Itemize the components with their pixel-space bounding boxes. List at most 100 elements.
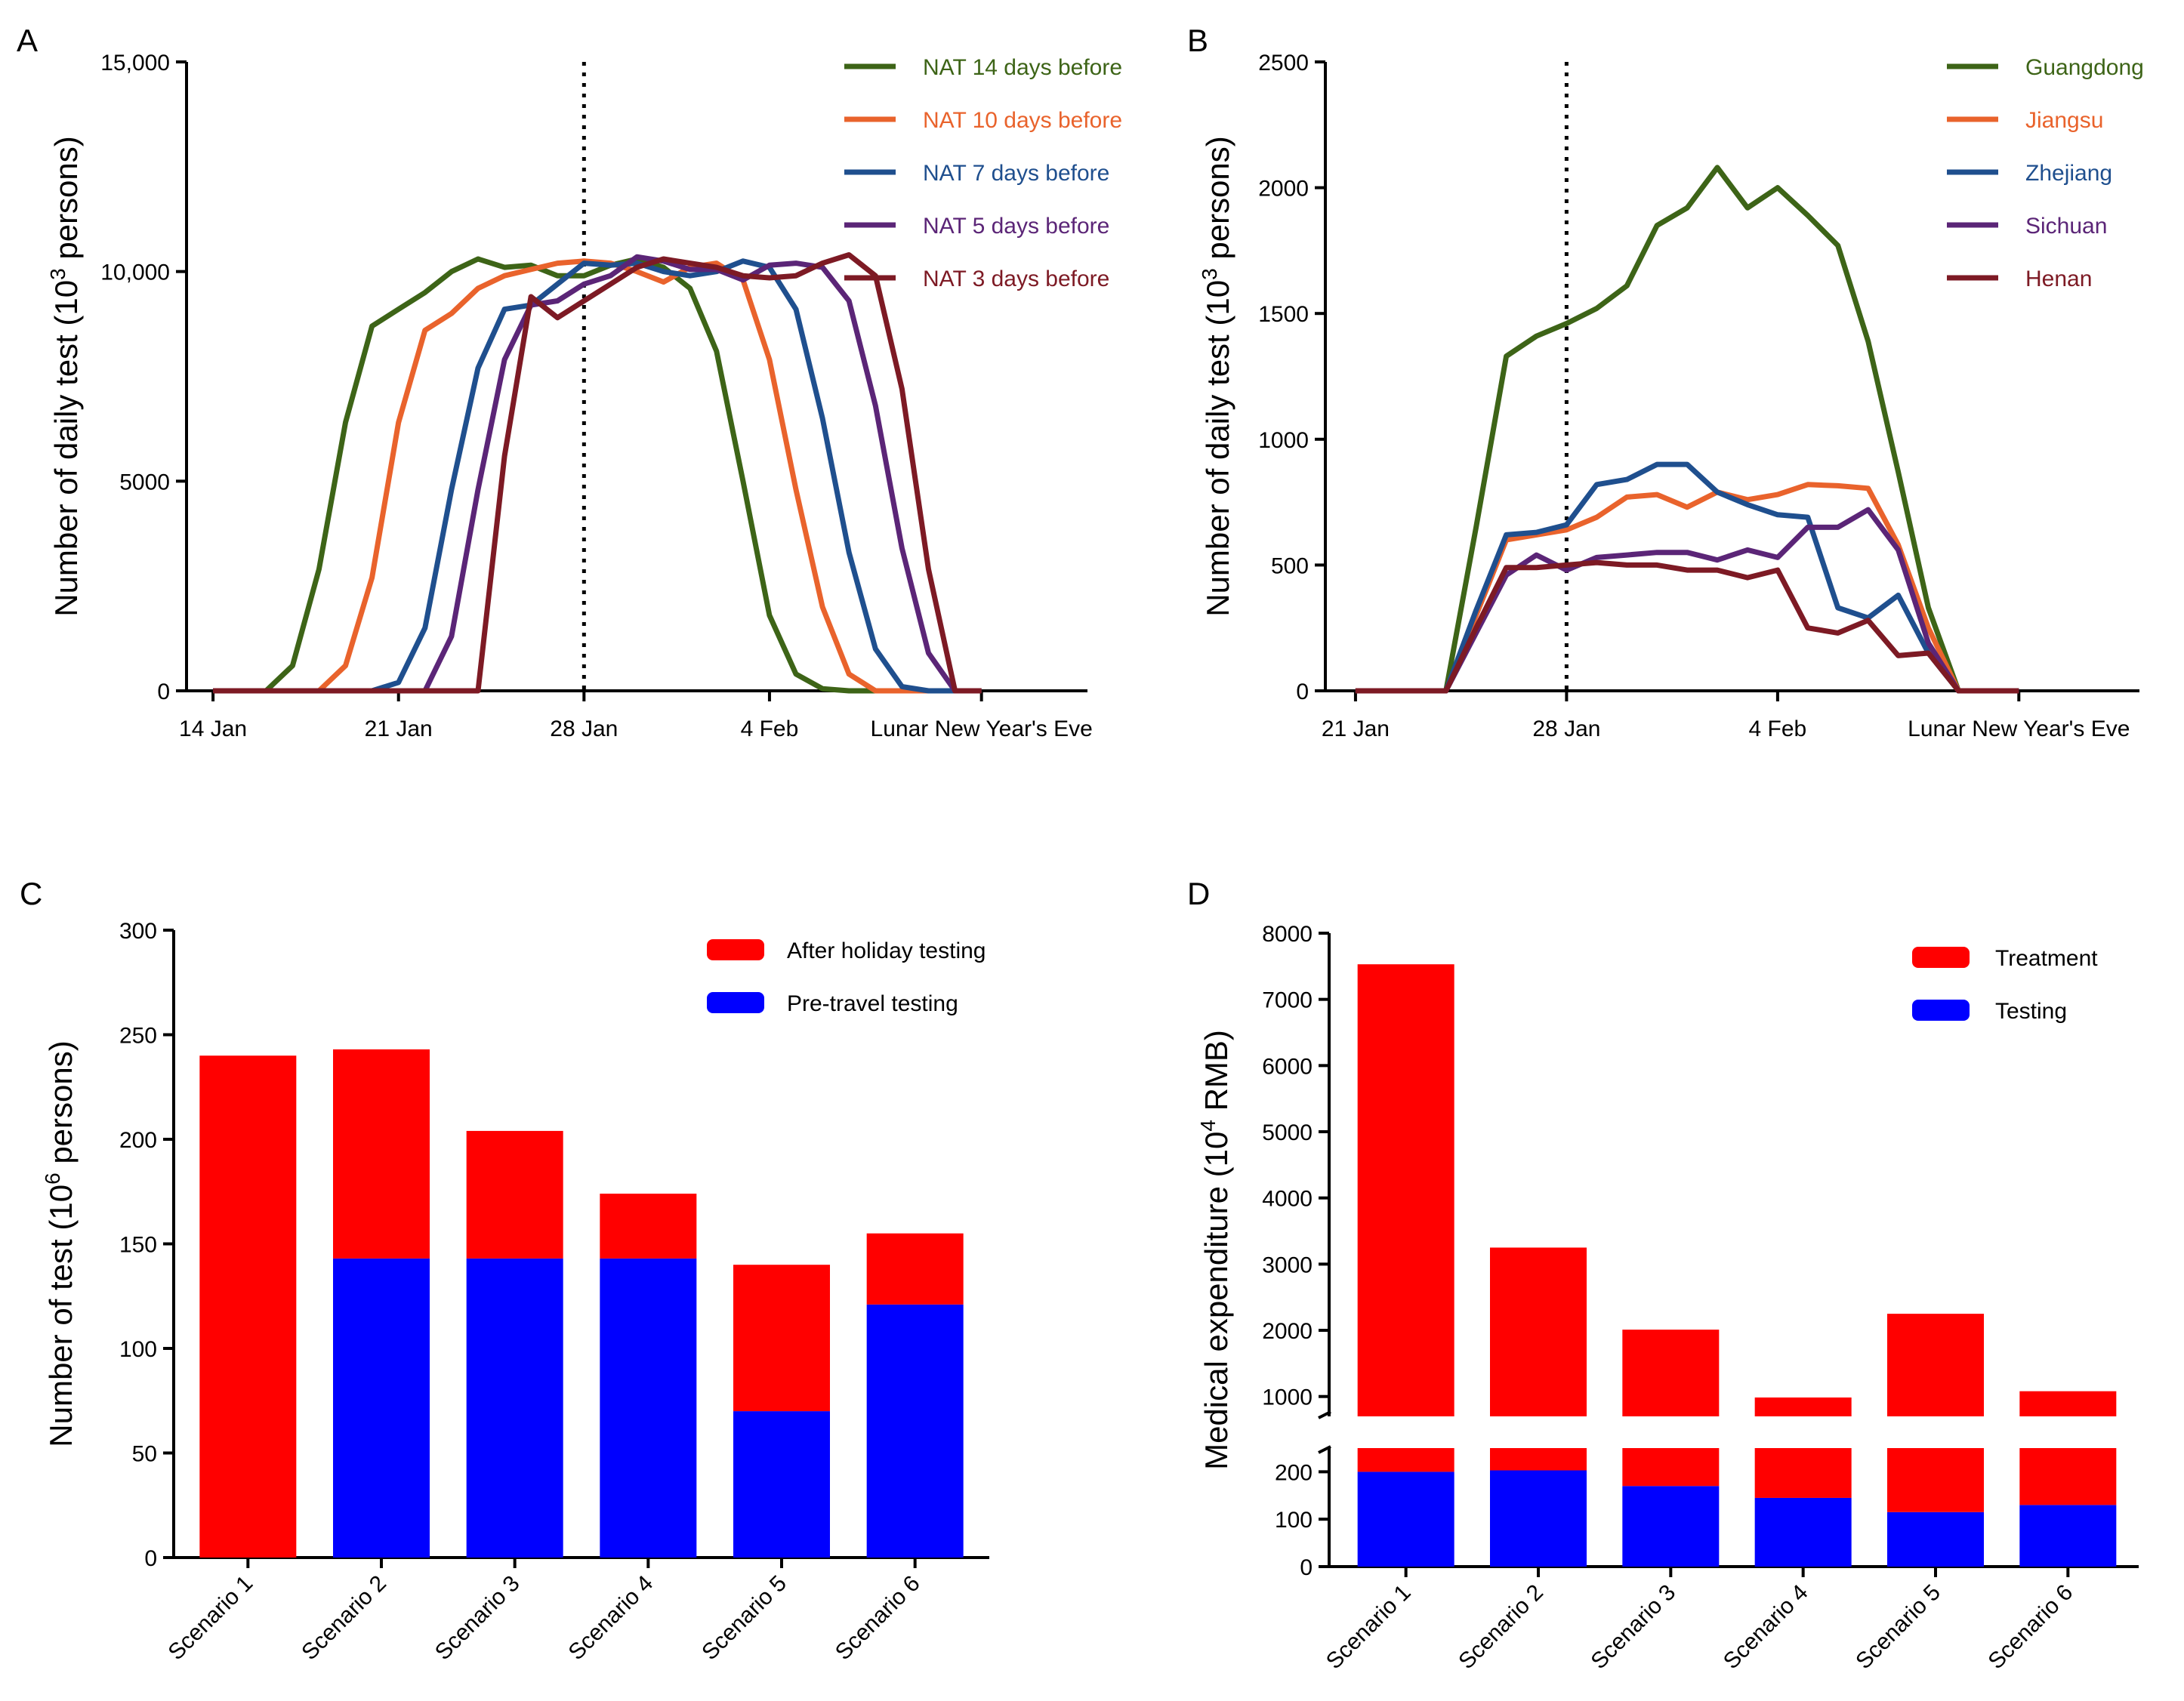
y-tick-label-B: 0 (1296, 679, 1309, 704)
y-tick-label-D: 4000 (1262, 1187, 1313, 1212)
axis-break-mark-D (1318, 1445, 1331, 1454)
legend-label-B-3: Zhejiang (2025, 161, 2112, 186)
bar-C-5-after-holiday (733, 1265, 830, 1412)
bar-C-5-pre-travel (733, 1411, 830, 1558)
y-tick-label-D: 200 (1275, 1460, 1313, 1485)
x-tick-label-C: Scenario 2 (297, 1571, 391, 1666)
y-tick-label-D: 5000 (1262, 1120, 1313, 1145)
y-tick-label-D: 8000 (1262, 922, 1313, 947)
legend-swatch-C-2 (707, 992, 764, 1013)
legend-label-C-1: After holiday testing (787, 938, 986, 963)
panel-label-A: A (17, 23, 38, 58)
y-tick-label-D: 2000 (1262, 1319, 1313, 1344)
series-line-A-5 (213, 252, 982, 694)
bar-C-4-pre-travel (600, 1258, 697, 1558)
bar-D-3-treatment-lower (1622, 1448, 1720, 1487)
legend-swatch-C-1 (707, 939, 764, 960)
x-tick-label-D: Scenario 6 (1984, 1580, 2078, 1675)
y-tick-label-A: 5000 (119, 470, 170, 495)
y-tick-label-B: 500 (1271, 553, 1309, 578)
y-tick-label-A: 0 (157, 679, 170, 704)
y-axis-title-C: Number of test (106 persons) (41, 1040, 79, 1447)
legend-swatch-D-2 (1912, 1000, 1970, 1021)
bar-D-6-treatment-upper (2019, 1391, 2117, 1416)
x-tick-label-B: 21 Jan (1322, 716, 1390, 741)
y-tick-label-D: 100 (1275, 1508, 1313, 1533)
y-tick-label-C: 0 (144, 1546, 157, 1571)
x-tick-label-D: Scenario 1 (1322, 1580, 1416, 1675)
panel-label-B: B (1187, 23, 1208, 58)
bar-C-4-after-holiday (600, 1194, 697, 1259)
series-line-B-5 (1355, 559, 2019, 694)
series-line-A-2 (213, 258, 982, 694)
bar-C-1-after-holiday (199, 1055, 297, 1558)
x-tick-label-B: 28 Jan (1532, 716, 1600, 741)
y-tick-label-A: 10,000 (100, 260, 170, 285)
x-tick-label-A: 14 Jan (179, 716, 247, 741)
x-tick-label-A: 4 Feb (741, 716, 799, 741)
legend-label-A-2: NAT 10 days before (923, 108, 1122, 133)
y-tick-label-C: 100 (119, 1337, 157, 1362)
bar-C-3-after-holiday (466, 1130, 563, 1259)
legend-label-B-1: Guangdong (2025, 55, 2144, 80)
y-tick-label-C: 200 (119, 1128, 157, 1153)
bar-D-1-treatment-lower (1357, 1448, 1454, 1472)
y-tick-label-D: 3000 (1262, 1253, 1313, 1277)
bar-C-2-pre-travel (333, 1258, 430, 1558)
series-line-B-1 (1355, 165, 2019, 694)
bar-D-3-testing (1622, 1486, 1720, 1567)
bar-D-2-testing (1490, 1470, 1587, 1567)
x-tick-label-B: Lunar New Year's Eve (1908, 716, 2130, 741)
bar-C-2-after-holiday (333, 1049, 430, 1259)
series-line-A-1 (213, 256, 982, 694)
x-tick-label-C: Scenario 6 (831, 1571, 925, 1666)
y-tick-label-C: 150 (119, 1233, 157, 1258)
bar-D-6-treatment-lower (2019, 1448, 2117, 1505)
bar-D-2-treatment-lower (1490, 1448, 1587, 1471)
y-axis-title-D: Medical expenditure (104 RMB) (1196, 1030, 1234, 1470)
bar-D-4-treatment-upper (1754, 1397, 1852, 1416)
axis-break-mark-D (1318, 1410, 1331, 1419)
legend-label-C-2: Pre-travel testing (787, 991, 958, 1016)
legend-label-B-5: Henan (2025, 267, 2092, 291)
x-tick-label-D: Scenario 5 (1851, 1580, 1945, 1675)
bar-D-4-treatment-lower (1754, 1448, 1852, 1498)
y-tick-label-C: 300 (119, 919, 157, 944)
y-tick-label-B: 2000 (1258, 177, 1309, 202)
x-tick-label-C: Scenario 5 (697, 1571, 791, 1666)
bar-C-3-pre-travel (466, 1258, 563, 1558)
x-tick-label-D: Scenario 2 (1454, 1580, 1548, 1675)
bar-D-2-treatment-upper (1490, 1247, 1587, 1416)
legend-label-A-3: NAT 7 days before (923, 161, 1109, 186)
y-tick-label-D: 0 (1300, 1555, 1313, 1580)
x-tick-label-B: 4 Feb (1749, 716, 1807, 741)
bar-D-6-testing (2019, 1505, 2117, 1567)
x-tick-label-C: Scenario 1 (164, 1571, 258, 1666)
legend-label-D-1: Treatment (1995, 946, 2098, 971)
legend-label-A-5: NAT 3 days before (923, 267, 1109, 291)
x-tick-label-A: 28 Jan (550, 716, 618, 741)
panel-label-C: C (20, 876, 42, 911)
y-tick-label-A: 15,000 (100, 51, 170, 75)
legend-label-A-1: NAT 14 days before (923, 55, 1122, 80)
y-tick-label-C: 50 (132, 1442, 157, 1467)
series-line-A-4 (213, 254, 982, 694)
y-tick-label-D: 7000 (1262, 988, 1313, 1013)
series-line-B-3 (1355, 461, 2019, 694)
legend-swatch-D-1 (1912, 947, 1970, 968)
bar-D-5-treatment-upper (1887, 1314, 1984, 1416)
x-tick-label-C: Scenario 3 (430, 1571, 525, 1666)
y-tick-label-C: 250 (119, 1024, 157, 1049)
x-tick-label-A: Lunar New Year's Eve (871, 716, 1093, 741)
y-tick-label-B: 2500 (1258, 51, 1309, 75)
bar-D-1-treatment-upper (1357, 964, 1454, 1416)
series-line-A-3 (213, 258, 982, 694)
bar-C-6-after-holiday (866, 1233, 964, 1305)
x-tick-label-A: 21 Jan (365, 716, 433, 741)
bar-C-6-pre-travel (866, 1304, 964, 1558)
bar-D-1-testing (1357, 1471, 1454, 1567)
y-axis-title-B: Number of daily test (103 persons) (1198, 136, 1235, 617)
bar-D-5-treatment-lower (1887, 1448, 1984, 1512)
legend-label-B-2: Jiangsu (2025, 108, 2103, 133)
